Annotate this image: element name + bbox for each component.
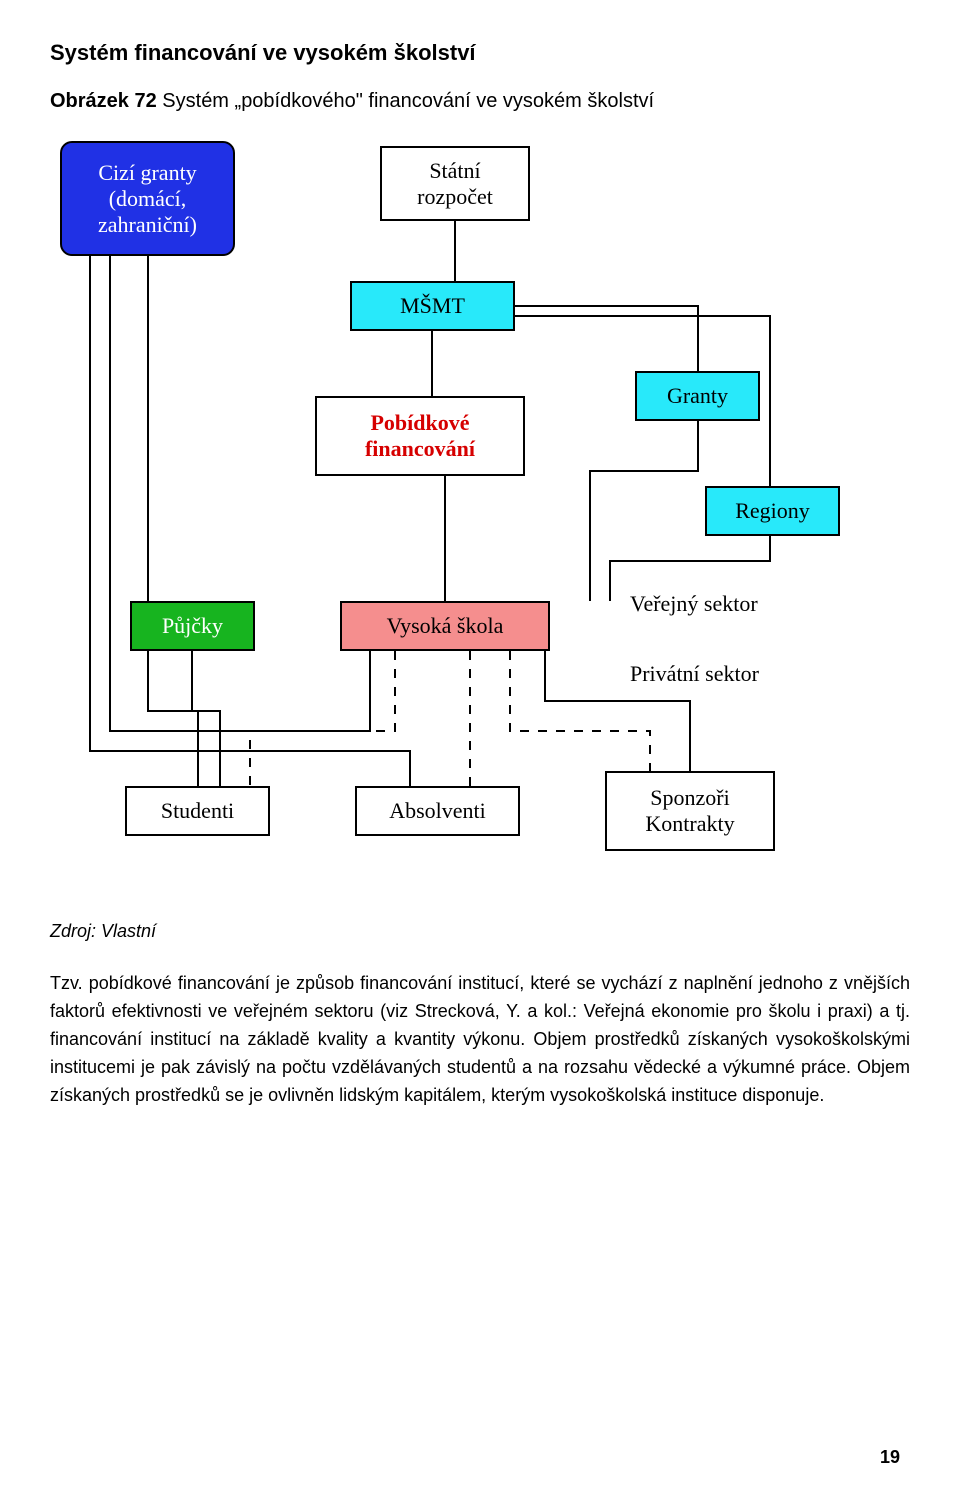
diagram: Cizí granty (domácí, zahraniční) Státní r…	[50, 131, 910, 891]
node-cizi: Cizí granty (domácí, zahraniční)	[60, 141, 235, 256]
node-absolv: Absolventi	[355, 786, 520, 836]
label-privat: Privátní sektor	[630, 661, 759, 687]
body-text: Tzv. pobídkové financování je způsob fin…	[50, 970, 910, 1109]
page-title: Systém financování ve vysokém školství	[50, 40, 910, 66]
node-statni: Státní rozpočet	[380, 146, 530, 221]
node-pobid: Pobídkové financování	[315, 396, 525, 476]
source-label: Zdroj: Vlastní	[50, 921, 910, 942]
figure-caption: Obrázek 72 Systém „pobídkového" financov…	[50, 90, 910, 113]
node-regiony: Regiony	[705, 486, 840, 536]
node-pujcky: Půjčky	[130, 601, 255, 651]
node-msmt: MŠMT	[350, 281, 515, 331]
node-vs: Vysoká škola	[340, 601, 550, 651]
figure-num: Obrázek 72	[50, 90, 157, 112]
label-verejny: Veřejný sektor	[630, 591, 758, 617]
figure-title: Systém „pobídkového" financování ve vyso…	[157, 90, 654, 112]
node-sponzori: Sponzoři Kontrakty	[605, 771, 775, 851]
page-number: 19	[880, 1447, 900, 1468]
node-studenti: Studenti	[125, 786, 270, 836]
node-granty: Granty	[635, 371, 760, 421]
